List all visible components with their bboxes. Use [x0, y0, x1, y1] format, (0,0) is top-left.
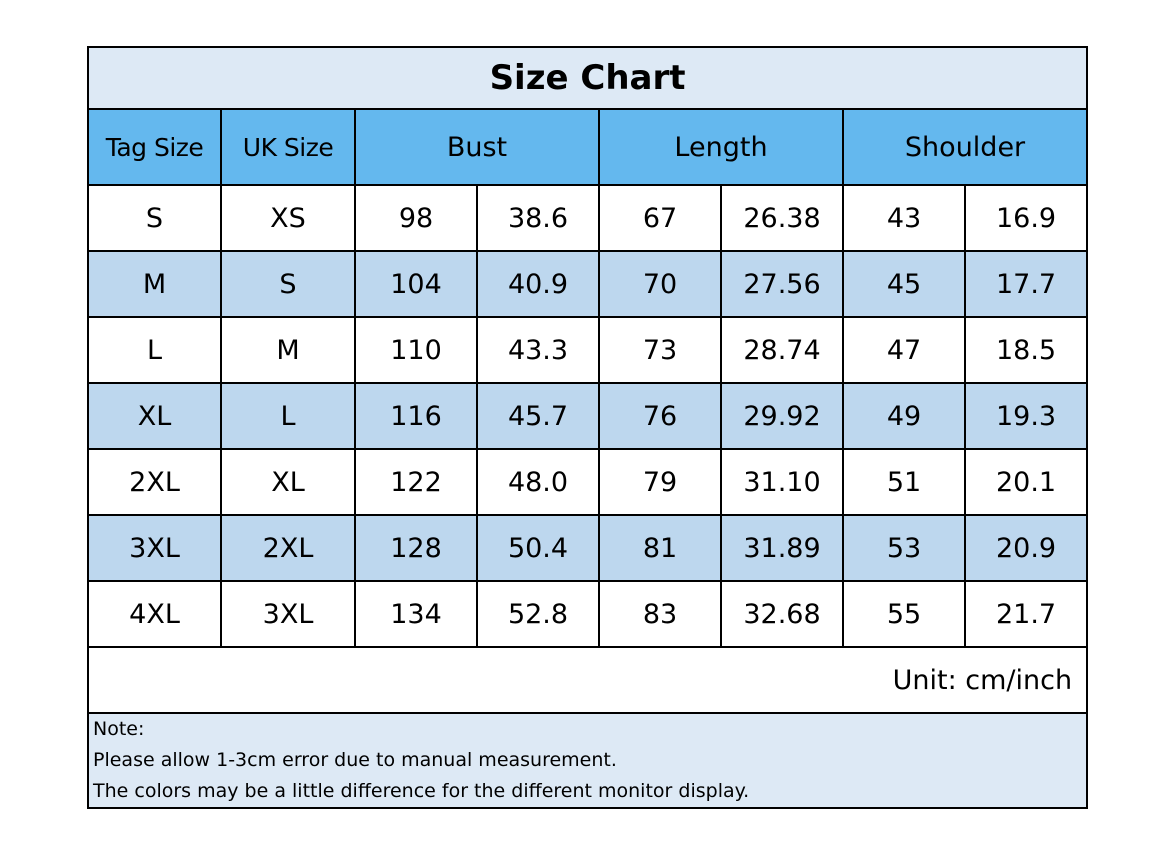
table-cell: 31.89: [720, 514, 844, 582]
table-row: XL L 116 45.7 76 29.92 49 19.3: [87, 382, 1089, 450]
table-cell: S: [220, 250, 356, 318]
table-cell: 83: [598, 580, 722, 648]
note-label: Note:: [93, 718, 145, 740]
table-cell: 73: [598, 316, 722, 384]
table-cell: 17.7: [963, 250, 1089, 318]
table-cell: 4XL: [87, 580, 222, 648]
size-chart-table: Size Chart Tag Size UK Size Bust Length …: [86, 46, 1089, 809]
table-cell: 3XL: [87, 514, 222, 582]
table-cell: 53: [842, 514, 966, 582]
header-tag-size: Tag Size: [87, 108, 222, 186]
table-row: L M 110 43.3 73 28.74 47 18.5: [87, 316, 1089, 384]
header-length: Length: [598, 108, 844, 186]
table-cell: 29.92: [720, 382, 844, 450]
unit-label: Unit: cm/inch: [86, 646, 1089, 714]
table-cell: 79: [598, 448, 722, 516]
table-cell: 3XL: [220, 580, 356, 648]
table-cell: 52.8: [476, 580, 600, 648]
table-row: 2XL XL 122 48.0 79 31.10 51 20.1: [87, 448, 1089, 516]
table-cell: 45: [842, 250, 966, 318]
table-cell: 32.68: [720, 580, 844, 648]
table-cell: 134: [354, 580, 478, 648]
table-cell: 43.3: [476, 316, 600, 384]
table-cell: L: [87, 316, 222, 384]
header-uk-size: UK Size: [220, 108, 356, 186]
chart-title: Size Chart: [86, 46, 1089, 110]
table-cell: 128: [354, 514, 478, 582]
table-row: 4XL 3XL 134 52.8 83 32.68 55 21.7: [87, 580, 1089, 648]
table-cell: 50.4: [476, 514, 600, 582]
table-cell: XL: [87, 382, 222, 450]
table-cell: 51: [842, 448, 966, 516]
table-cell: 43: [842, 184, 966, 252]
table-cell: 116: [354, 382, 478, 450]
table-cell: 20.1: [963, 448, 1089, 516]
table-cell: 49: [842, 382, 966, 450]
table-cell: XS: [220, 184, 356, 252]
table-cell: 70: [598, 250, 722, 318]
table-cell: 45.7: [476, 382, 600, 450]
table-row: 3XL 2XL 128 50.4 81 31.89 53 20.9: [87, 514, 1089, 582]
table-cell: M: [220, 316, 356, 384]
table-cell: 19.3: [963, 382, 1089, 450]
table-cell: XL: [220, 448, 356, 516]
table-cell: M: [87, 250, 222, 318]
table-cell: 47: [842, 316, 966, 384]
header-bust: Bust: [354, 108, 600, 186]
table-cell: 55: [842, 580, 966, 648]
table-cell: 104: [354, 250, 478, 318]
table-cell: 48.0: [476, 448, 600, 516]
table-cell: 26.38: [720, 184, 844, 252]
table-cell: 110: [354, 316, 478, 384]
table-cell: 122: [354, 448, 478, 516]
table-row: S XS 98 38.6 67 26.38 43 16.9: [87, 184, 1089, 252]
table-cell: 40.9: [476, 250, 600, 318]
table-row: M S 104 40.9 70 27.56 45 17.7: [87, 250, 1089, 318]
table-cell: L: [220, 382, 356, 450]
table-cell: 67: [598, 184, 722, 252]
table-cell: 98: [354, 184, 478, 252]
table-cell: 28.74: [720, 316, 844, 384]
note-line: Please allow 1-3cm error due to manual m…: [93, 749, 617, 771]
table-cell: 27.56: [720, 250, 844, 318]
table-cell: 2XL: [87, 448, 222, 516]
table-cell: 20.9: [963, 514, 1089, 582]
table-cell: 31.10: [720, 448, 844, 516]
table-cell: 76: [598, 382, 722, 450]
table-cell: 16.9: [963, 184, 1089, 252]
table-cell: 81: [598, 514, 722, 582]
note-line: The colors may be a little difference fo…: [93, 780, 750, 802]
table-cell: 18.5: [963, 316, 1089, 384]
note-box: Note: Please allow 1-3cm error due to ma…: [86, 712, 1089, 809]
table-cell: 38.6: [476, 184, 600, 252]
table-cell: 2XL: [220, 514, 356, 582]
table-cell: 21.7: [963, 580, 1089, 648]
header-shoulder: Shoulder: [841, 108, 1089, 186]
table-cell: S: [87, 184, 222, 252]
